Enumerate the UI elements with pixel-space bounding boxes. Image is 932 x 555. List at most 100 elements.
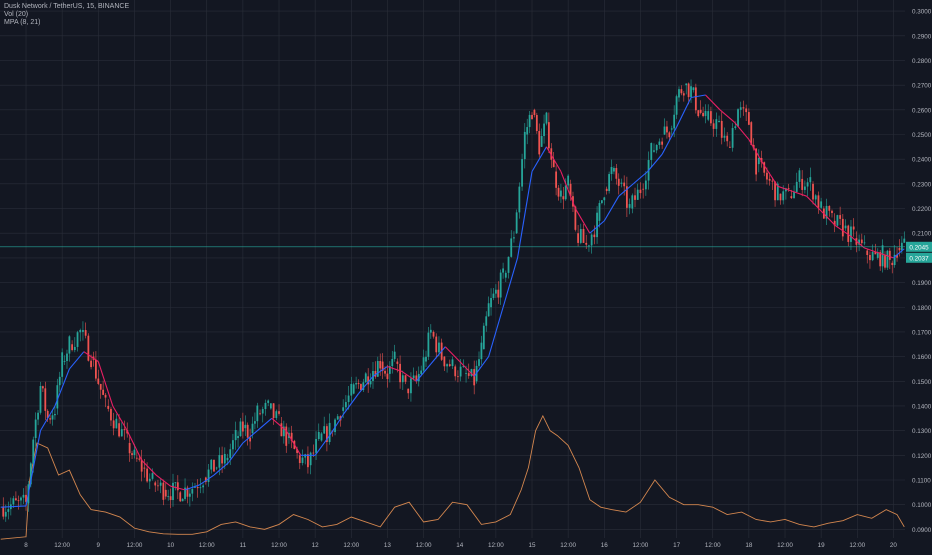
ma-value-tag	[906, 252, 932, 263]
candle-body	[793, 191, 795, 199]
candle-body	[25, 494, 27, 502]
y-tick-label: 0.0900	[912, 527, 932, 534]
candle-body	[381, 361, 384, 371]
candle-body	[710, 111, 712, 124]
ma-line-segment	[83, 351, 99, 363]
candle-body	[531, 114, 533, 120]
candle-body	[723, 135, 726, 138]
candle-body	[454, 366, 457, 377]
candle-body	[410, 378, 412, 394]
candle-body	[492, 293, 495, 298]
candle-body	[598, 203, 601, 221]
x-tick-label: 8	[24, 542, 28, 549]
candle-body	[367, 376, 370, 385]
ma-line-segment	[531, 146, 547, 172]
candle-body	[298, 455, 301, 464]
candle-body	[169, 496, 172, 501]
candle-body	[94, 359, 97, 379]
candle-body	[425, 356, 427, 362]
x-tick-label: 13	[384, 542, 392, 549]
candle-body	[342, 407, 345, 411]
candle-body	[871, 251, 874, 261]
candle-body	[457, 376, 459, 378]
candle-body	[369, 380, 372, 385]
candle-body	[17, 500, 20, 502]
candle-body	[692, 87, 695, 91]
x-tick-label: 12:00	[271, 542, 287, 549]
candle-body	[249, 437, 252, 442]
candle-body	[874, 251, 877, 255]
candle-body	[579, 228, 582, 243]
ma-line-segment	[213, 462, 229, 476]
candle-body	[582, 228, 585, 243]
candle-body	[567, 175, 570, 186]
x-tick-label: 12:00	[488, 542, 504, 549]
candle-body	[334, 419, 336, 433]
candle-body	[90, 360, 92, 368]
candle-body	[115, 418, 118, 429]
y-tick-label: 0.1100	[912, 478, 931, 485]
candle-body	[655, 144, 658, 151]
candle-body	[720, 120, 723, 138]
candle-body	[315, 439, 317, 453]
candle-body	[39, 386, 42, 413]
ma-line-segment	[0, 505, 27, 508]
candle-body	[429, 329, 432, 333]
candle-body	[71, 344, 74, 351]
candle-body	[120, 429, 123, 437]
y-tick-label: 0.2300	[912, 181, 932, 188]
candle-body	[107, 405, 110, 409]
candle-body	[123, 429, 126, 431]
candle-body	[487, 303, 490, 317]
ma-line-segment	[849, 235, 865, 249]
ma-line-segment	[184, 484, 200, 491]
y-tick-label: 0.2500	[912, 132, 932, 139]
candle-body	[272, 403, 275, 418]
candle-body	[841, 218, 844, 237]
legend-ma[interactable]: MPA (8, 21)	[4, 19, 41, 26]
y-tick-label: 0.2400	[912, 157, 932, 164]
candle-body	[844, 225, 847, 229]
candle-body	[362, 382, 365, 391]
candle-body	[133, 449, 136, 455]
candle-body	[278, 411, 280, 414]
candle-body	[34, 419, 37, 439]
candle-body	[903, 238, 906, 243]
candle-body	[869, 255, 871, 261]
x-tick-label: 12	[312, 542, 320, 549]
candle-body	[256, 405, 259, 422]
candle-body	[564, 185, 567, 200]
x-tick-label: 11	[240, 542, 247, 549]
candle-body	[138, 458, 141, 460]
candle-body	[438, 342, 440, 353]
legend-volume[interactable]: Vol (20)	[4, 11, 29, 18]
legend-symbol[interactable]: Dusk Network / TetherUS, 15, BINANCE	[4, 3, 130, 10]
ma-line-segment	[618, 183, 634, 197]
candle-body	[675, 96, 678, 115]
candle-body	[593, 234, 596, 238]
candle-body	[191, 489, 194, 494]
candle-body	[755, 148, 757, 175]
ma-line-segment	[271, 417, 287, 432]
ma-line-segment	[806, 195, 822, 212]
candle-body	[396, 361, 399, 364]
candle-body	[494, 289, 497, 294]
y-tick-label: 0.2900	[912, 33, 932, 40]
ma-line-segment	[705, 94, 721, 111]
candle-body	[636, 189, 639, 200]
candle-body	[734, 126, 737, 129]
candle-body	[785, 188, 787, 192]
candle-body	[4, 511, 7, 517]
candle-body	[20, 497, 22, 501]
candle-body	[199, 487, 202, 489]
x-tick-label: 12:00	[633, 542, 649, 549]
candle-body	[623, 182, 626, 187]
volume-layer	[0, 414, 905, 540]
candle-body	[694, 87, 697, 111]
y-tick-label: 0.1200	[912, 453, 932, 460]
candle-body	[376, 361, 379, 377]
ma-line-segment	[256, 417, 273, 432]
candle-body	[56, 385, 59, 409]
